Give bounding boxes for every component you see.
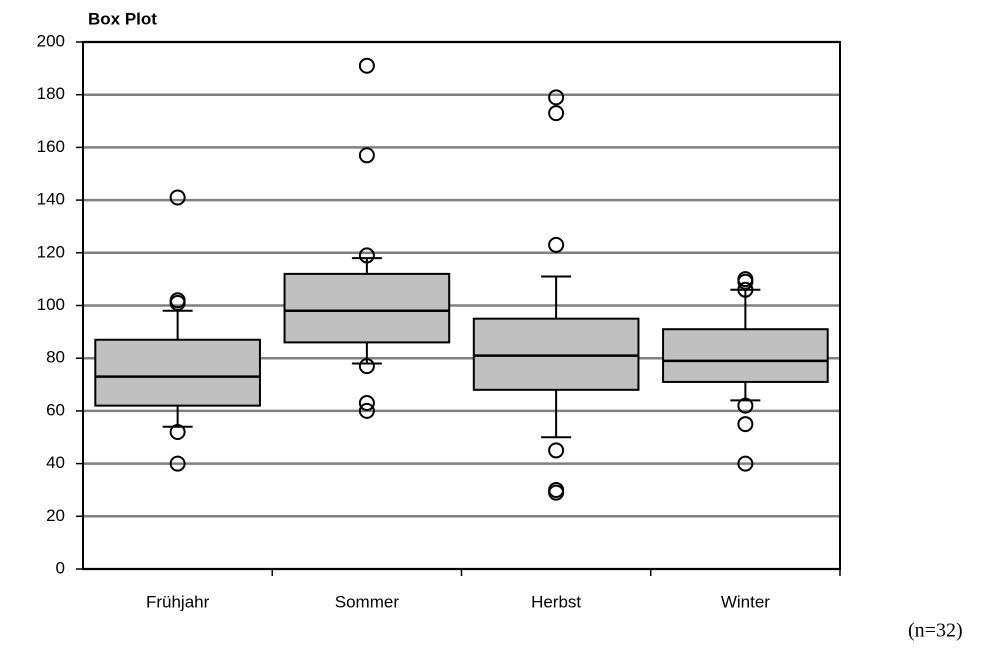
outlier xyxy=(548,105,565,122)
y-tick-label: 120 xyxy=(37,242,65,261)
outlier xyxy=(737,281,754,298)
y-tick-label: 40 xyxy=(46,453,65,472)
y-tick-label: 60 xyxy=(46,400,65,419)
box xyxy=(283,272,451,344)
outlier xyxy=(169,423,186,440)
outlier xyxy=(548,236,565,253)
y-tick-label: 100 xyxy=(37,295,65,314)
outlier xyxy=(737,416,754,433)
outlier xyxy=(169,294,186,311)
outlier xyxy=(358,358,375,375)
y-tick-label: 80 xyxy=(46,348,65,367)
y-tick-label: 160 xyxy=(37,137,65,156)
y-tick-label: 180 xyxy=(37,84,65,103)
annotation: (n=32) xyxy=(908,620,963,642)
y-tick-label: 200 xyxy=(37,31,65,50)
outlier xyxy=(548,484,565,501)
x-tick-label: Winter xyxy=(721,592,770,611)
outlier xyxy=(737,455,754,472)
outlier xyxy=(737,273,754,290)
outlier xyxy=(358,57,375,74)
y-tick-label: 0 xyxy=(56,558,65,577)
outlier xyxy=(358,147,375,164)
outlier xyxy=(737,397,754,414)
outlier xyxy=(548,442,565,459)
box xyxy=(662,328,829,383)
outlier xyxy=(358,394,375,411)
outlier xyxy=(358,402,375,419)
outlier xyxy=(358,247,375,264)
outlier xyxy=(169,189,186,206)
box xyxy=(472,317,640,391)
chart-title: Box Plot xyxy=(88,9,157,28)
y-tick-label: 20 xyxy=(46,506,65,525)
y-tick-label: 140 xyxy=(37,190,65,209)
outlier xyxy=(548,89,565,106)
x-tick-label: Sommer xyxy=(335,592,400,611)
box xyxy=(94,338,261,407)
outlier xyxy=(169,455,186,472)
x-tick-label: Herbst xyxy=(531,592,581,611)
x-tick-label: Frühjahr xyxy=(146,592,210,611)
